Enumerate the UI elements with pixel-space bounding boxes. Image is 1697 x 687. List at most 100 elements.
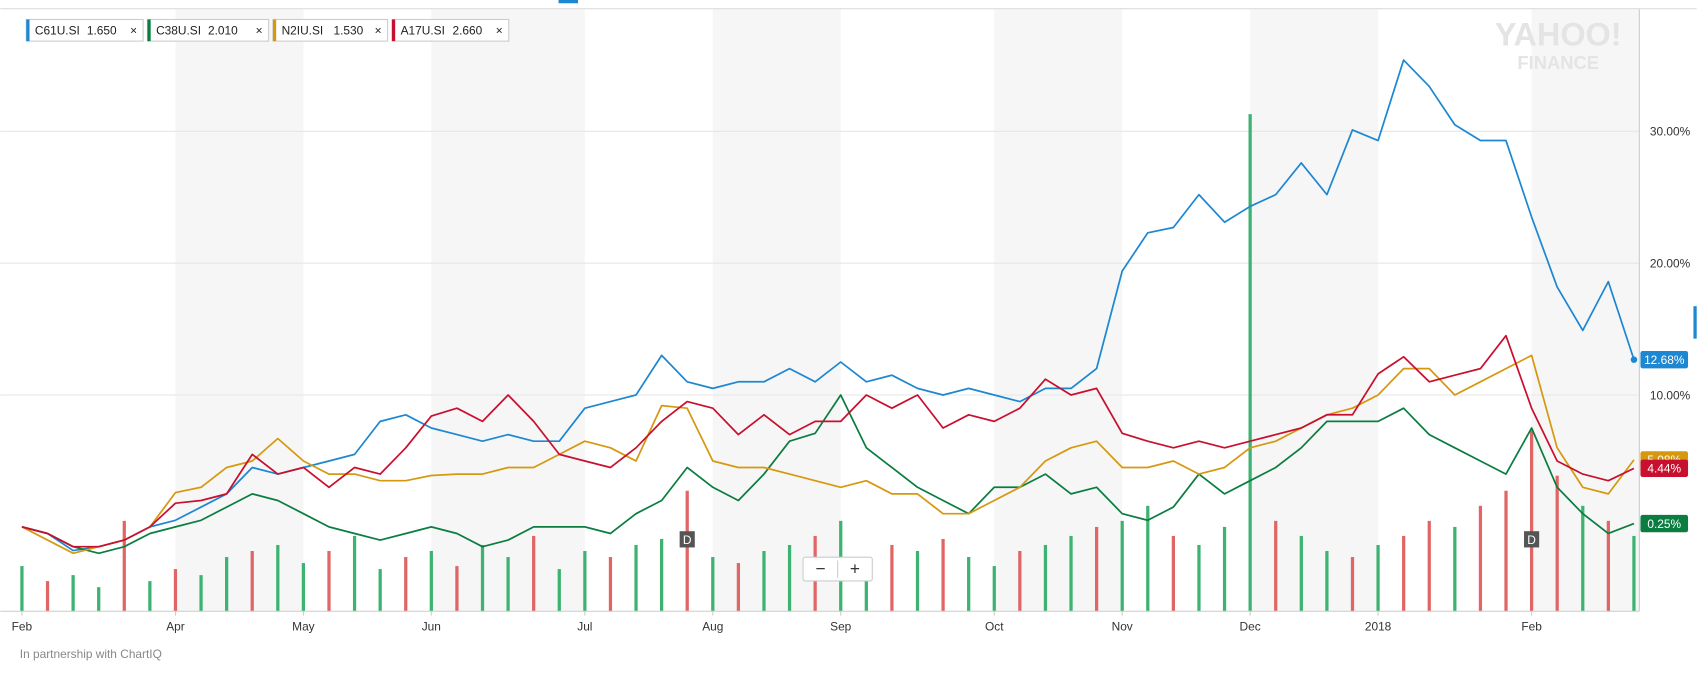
volume-bar bbox=[608, 557, 613, 612]
volume-bar bbox=[97, 587, 101, 612]
legend-close[interactable]: × bbox=[130, 24, 137, 38]
legend-name: N2IU.SI bbox=[282, 24, 324, 38]
month-bands bbox=[175, 8, 1640, 612]
volume-bar bbox=[20, 566, 24, 612]
volume-bar bbox=[429, 551, 433, 612]
volume-bar bbox=[532, 535, 536, 612]
volume-bar bbox=[685, 490, 689, 612]
x-tick-label: Nov bbox=[1112, 620, 1133, 634]
y-tick-label: 20.00% bbox=[1650, 256, 1691, 270]
volume-bar bbox=[1325, 551, 1329, 612]
x-tick-label: Sep bbox=[830, 620, 852, 634]
volume-bar bbox=[199, 575, 203, 612]
y-tick-label: 30.00% bbox=[1650, 125, 1691, 139]
month-band bbox=[1531, 8, 1640, 612]
month-band bbox=[431, 8, 585, 612]
legend-swatch bbox=[391, 19, 396, 42]
legend-price: 2.660 bbox=[453, 24, 483, 38]
legend: C61U.SI 1.650 × C38U.SI 2.010 × N2IU.SI 1.530 × A… bbox=[25, 18, 510, 42]
legend-close[interactable]: × bbox=[375, 24, 382, 38]
zoom-in[interactable]: + bbox=[850, 558, 860, 578]
volume-bar bbox=[301, 563, 306, 612]
volume-bar bbox=[1120, 520, 1124, 612]
legend-close[interactable]: × bbox=[256, 24, 263, 38]
volume-bar bbox=[250, 551, 254, 612]
volume-bar bbox=[967, 557, 971, 612]
legend-price: 1.530 bbox=[334, 24, 364, 38]
x-tick-label: Apr bbox=[166, 620, 185, 634]
x-tick-label: Oct bbox=[985, 620, 1004, 634]
zoom-out[interactable]: − bbox=[815, 558, 825, 578]
last-point bbox=[1630, 356, 1638, 363]
legend-name: C38U.SI bbox=[156, 24, 201, 38]
volume-bar bbox=[557, 569, 561, 612]
volume-bar bbox=[992, 566, 996, 612]
volume-bar bbox=[1478, 505, 1483, 612]
volume-bar bbox=[864, 557, 868, 612]
volume-bar bbox=[1555, 475, 1559, 612]
last-value-label: 4.44% bbox=[1647, 462, 1681, 476]
last-value-box bbox=[1640, 351, 1689, 369]
volume-bar bbox=[890, 544, 894, 612]
y-tick-label: 10.00% bbox=[1650, 388, 1691, 402]
lines bbox=[21, 59, 1635, 555]
legend-swatch bbox=[272, 19, 277, 42]
x-tick-label: Dec bbox=[1240, 620, 1261, 634]
month-band bbox=[1250, 8, 1379, 612]
x-tick-label: Feb bbox=[12, 620, 33, 634]
volume-bar bbox=[1018, 551, 1022, 612]
volume-bar bbox=[1376, 544, 1380, 612]
x-tick-label: Feb bbox=[1521, 620, 1542, 634]
legend-price: 2.010 bbox=[208, 24, 238, 38]
volume-bar bbox=[404, 557, 408, 612]
legend-close[interactable]: × bbox=[496, 24, 503, 38]
volume-bar bbox=[506, 557, 510, 612]
legend-swatch bbox=[26, 19, 30, 42]
volume-bar bbox=[45, 581, 50, 612]
volume-bar bbox=[1094, 526, 1099, 612]
volume-bar bbox=[787, 544, 792, 612]
legend-item[interactable] bbox=[272, 18, 389, 42]
volume-bar bbox=[1402, 535, 1406, 612]
last-value-box bbox=[1640, 514, 1689, 533]
volume-bar bbox=[762, 551, 766, 612]
volume-bar bbox=[1632, 535, 1636, 612]
volume-bar bbox=[660, 538, 664, 612]
volume-bar bbox=[634, 544, 638, 612]
volume-bar bbox=[352, 535, 357, 612]
volume-bar bbox=[583, 551, 587, 612]
watermark: FINANCE bbox=[1517, 52, 1599, 73]
volume-bar bbox=[225, 557, 229, 612]
footer: In partnership with ChartIQ bbox=[20, 647, 162, 661]
last-value-label: 12.68% bbox=[1644, 353, 1685, 367]
series-line bbox=[21, 334, 1635, 548]
series-line bbox=[21, 354, 1635, 555]
dividend-marker bbox=[679, 531, 695, 548]
volume-bar bbox=[1606, 520, 1610, 612]
legend-name: A17U.SI bbox=[401, 24, 445, 38]
legend-swatch bbox=[147, 19, 151, 42]
volume-bar bbox=[711, 557, 715, 612]
volume-bar bbox=[455, 566, 459, 612]
legend-name: C61U.SI bbox=[35, 24, 80, 38]
scroll-indicator bbox=[558, 0, 579, 4]
volume-bar bbox=[941, 538, 945, 612]
volume-bar bbox=[173, 569, 178, 612]
volume-bar bbox=[122, 520, 126, 612]
volume-bar bbox=[736, 563, 741, 612]
volume-bar bbox=[1581, 505, 1585, 612]
volume-bar bbox=[1171, 535, 1175, 612]
volume-bar bbox=[1299, 535, 1303, 612]
grid bbox=[0, 130, 1640, 396]
dividend-marker bbox=[1524, 531, 1540, 548]
dividend-label: D bbox=[1527, 533, 1536, 547]
volume-bar bbox=[1146, 505, 1150, 612]
month-band bbox=[712, 8, 841, 612]
volume-bar bbox=[71, 575, 75, 612]
last-value-box bbox=[1640, 459, 1689, 477]
volume-bar bbox=[1274, 520, 1278, 612]
volume-bar bbox=[1069, 535, 1073, 612]
scroll-handle bbox=[1693, 306, 1697, 339]
